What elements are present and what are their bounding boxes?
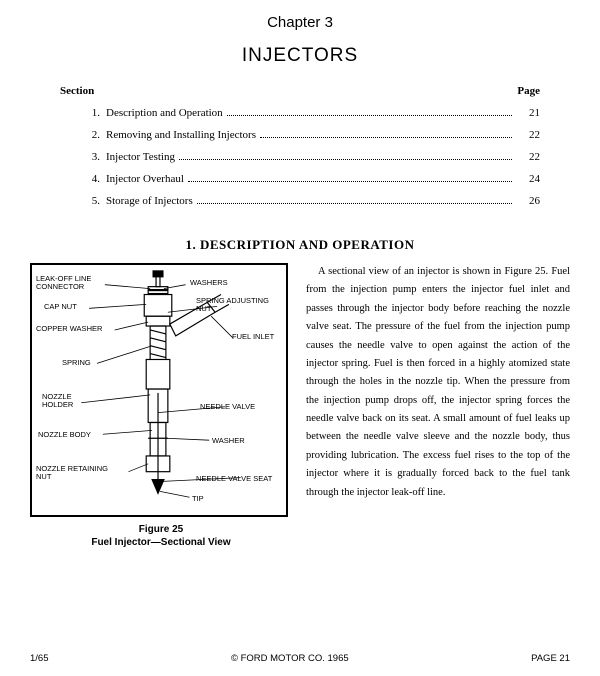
section-heading: 1. DESCRIPTION AND OPERATION (30, 237, 570, 253)
label-nozzle-holder: NOZZLEHOLDER (42, 393, 73, 410)
footer-center: © FORD MOTOR CO. 1965 (231, 653, 349, 664)
toc-item-label: Description and Operation (106, 107, 223, 119)
toc-header-section: Section (60, 85, 94, 97)
toc-item-page: 26 (516, 195, 540, 207)
toc-item-page: 21 (516, 107, 540, 119)
toc-item-label: Storage of Injectors (106, 195, 193, 207)
toc-dots (227, 114, 512, 116)
figure-box: LEAK-OFF LINECONNECTOR CAP NUT COPPER WA… (30, 263, 288, 517)
toc-item-number: 1. (60, 107, 106, 119)
toc-row: 2. Removing and Installing Injectors 22 (60, 129, 540, 141)
toc-row: 4. Injector Overhaul 24 (60, 173, 540, 185)
figure-column: LEAK-OFF LINECONNECTOR CAP NUT COPPER WA… (30, 263, 292, 549)
toc-row: 3. Injector Testing 22 (60, 151, 540, 163)
toc-dots (179, 158, 512, 160)
label-washer: WASHER (212, 437, 245, 445)
label-spring-adjusting-nut: SPRING ADJUSTINGNUT (196, 297, 269, 314)
toc-item-number: 2. (60, 129, 106, 141)
page: Chapter 3 INJECTORS Section Page 1. Desc… (0, 0, 600, 676)
footer-right: PAGE 21 (531, 653, 570, 664)
toc-row: 1. Description and Operation 21 (60, 107, 540, 119)
toc-item-label: Injector Overhaul (106, 173, 184, 185)
toc-dots (197, 202, 512, 204)
toc-dots (188, 180, 512, 182)
toc-item-page: 22 (516, 151, 540, 163)
toc-item-page: 24 (516, 173, 540, 185)
label-nozzle-retaining-nut: NOZZLE RETAININGNUT (36, 465, 108, 482)
body-paragraph: A sectional view of an injector is shown… (306, 263, 570, 502)
text-column: A sectional view of an injector is shown… (306, 263, 570, 549)
label-leak-off: LEAK-OFF LINECONNECTOR (36, 275, 91, 292)
label-washers: WASHERS (190, 279, 228, 287)
toc-item-number: 4. (60, 173, 106, 185)
label-cap-nut: CAP NUT (44, 303, 77, 311)
label-nozzle-body: NOZZLE BODY (38, 431, 91, 439)
label-fuel-inlet: FUEL INLET (232, 333, 274, 341)
label-needle-valve: NEEDLE VALVE (200, 403, 255, 411)
toc-item-page: 22 (516, 129, 540, 141)
chapter-label: Chapter 3 (30, 14, 570, 31)
toc-item-label: Removing and Installing Injectors (106, 129, 256, 141)
label-copper-washer: COPPER WASHER (36, 325, 102, 333)
footer-left: 1/65 (30, 653, 49, 664)
figure-caption-line1: Figure 25 (30, 523, 292, 536)
label-spring: SPRING (62, 359, 91, 367)
page-title: INJECTORS (30, 45, 570, 67)
table-of-contents: Section Page 1. Description and Operatio… (60, 85, 540, 207)
figure-caption-line2: Fuel Injector—Sectional View (30, 536, 292, 549)
toc-row: 5. Storage of Injectors 26 (60, 195, 540, 207)
page-footer: 1/65 © FORD MOTOR CO. 1965 PAGE 21 (30, 653, 570, 664)
figure-caption: Figure 25 Fuel Injector—Sectional View (30, 523, 292, 549)
label-needle-valve-seat: NEEDLE VALVE SEAT (196, 475, 272, 483)
toc-item-label: Injector Testing (106, 151, 175, 163)
label-tip: TIP (192, 495, 204, 503)
toc-header: Section Page (60, 85, 540, 97)
toc-dots (260, 136, 512, 138)
toc-item-number: 3. (60, 151, 106, 163)
toc-item-number: 5. (60, 195, 106, 207)
body-columns: LEAK-OFF LINECONNECTOR CAP NUT COPPER WA… (30, 263, 570, 549)
toc-header-page: Page (517, 85, 540, 97)
